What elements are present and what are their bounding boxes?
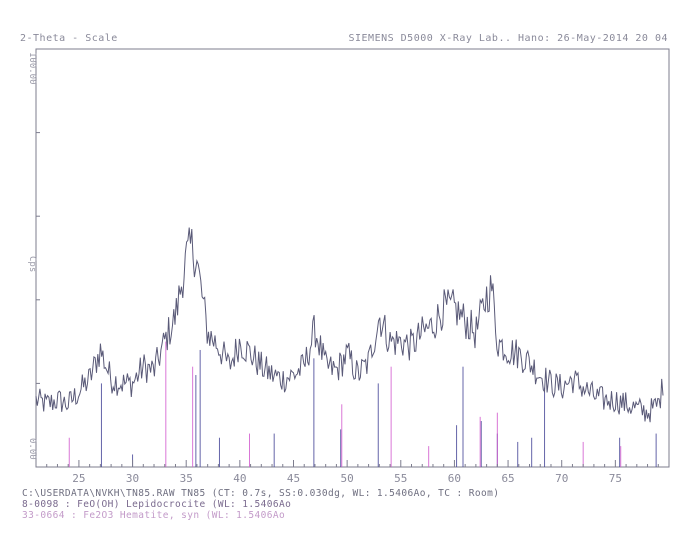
plot-frame [35,48,670,468]
x-scale-label: 2-Theta - Scale [20,33,118,44]
x-tick-label: 65 [501,472,514,485]
diffraction-pattern-line [35,227,664,423]
y-tick-top: 100.00 [27,52,37,85]
x-tick-label: 30 [126,472,139,485]
x-tick-label: 45 [287,472,300,485]
x-tick-label: 75 [609,472,622,485]
x-tick-label: 40 [233,472,246,485]
x-tick-label: 70 [555,472,568,485]
y-tick-bottom: 0.00 [27,438,37,460]
axis-ticks: 25 30 35 40 45 50 55 60 65 70 75 [35,48,670,485]
x-tick-label: 60 [448,472,461,485]
x-tick-label: 55 [394,472,407,485]
x-tick-label: 35 [180,472,193,485]
reference-peaks [68,341,657,467]
instrument-header: SIEMENS D5000 X-Ray Lab.. Hano: 26-May-2… [348,33,668,44]
reference-lepidocrocite: 8-0098 : FeO(OH) Lepidocrocite (WL: 1.54… [22,499,292,510]
x-tick-label: 50 [341,472,354,485]
raw-file-info: C:\USERDATA\NVKH\TN85.RAW TN85 (CT: 0.7s… [22,488,500,499]
x-tick-label: 25 [72,472,85,485]
reference-hematite: 33-0664 : Fe2O3 Hematite, syn (WL: 1.540… [22,510,286,521]
y-axis-label: Cps [27,256,37,272]
